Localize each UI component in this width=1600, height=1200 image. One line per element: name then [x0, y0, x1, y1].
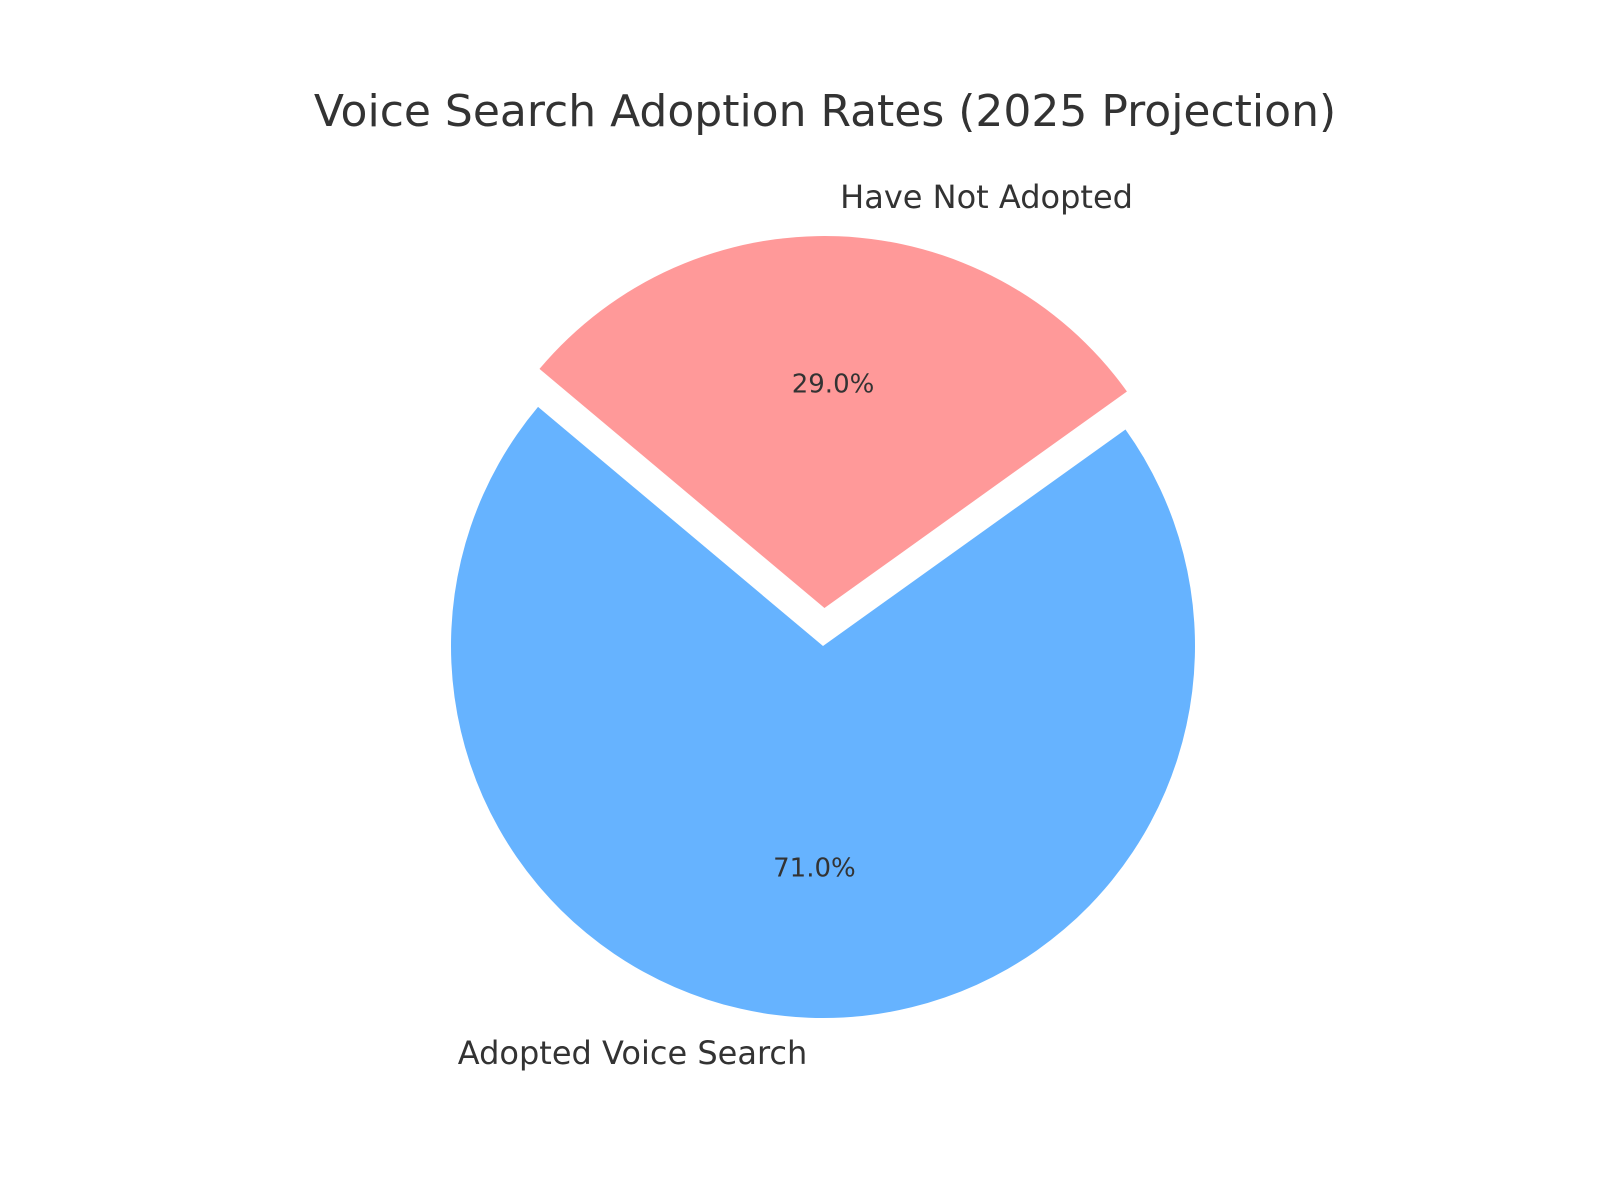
- pie-slices: [451, 236, 1196, 1018]
- slice-percent-label: 29.0%: [792, 369, 875, 399]
- chart-title: Voice Search Adoption Rates (2025 Projec…: [314, 86, 1336, 137]
- slice-label: Have Not Adopted: [840, 178, 1133, 216]
- pie-slice-adopted-voice-search: [451, 406, 1196, 1018]
- pie-slice-have-not-adopted: [539, 236, 1127, 609]
- pie-labels: Adopted Voice Search 71.0% Have Not Adopte…: [458, 178, 1133, 1072]
- slice-percent-label: 71.0%: [773, 854, 856, 884]
- slice-label: Adopted Voice Search: [458, 1034, 808, 1072]
